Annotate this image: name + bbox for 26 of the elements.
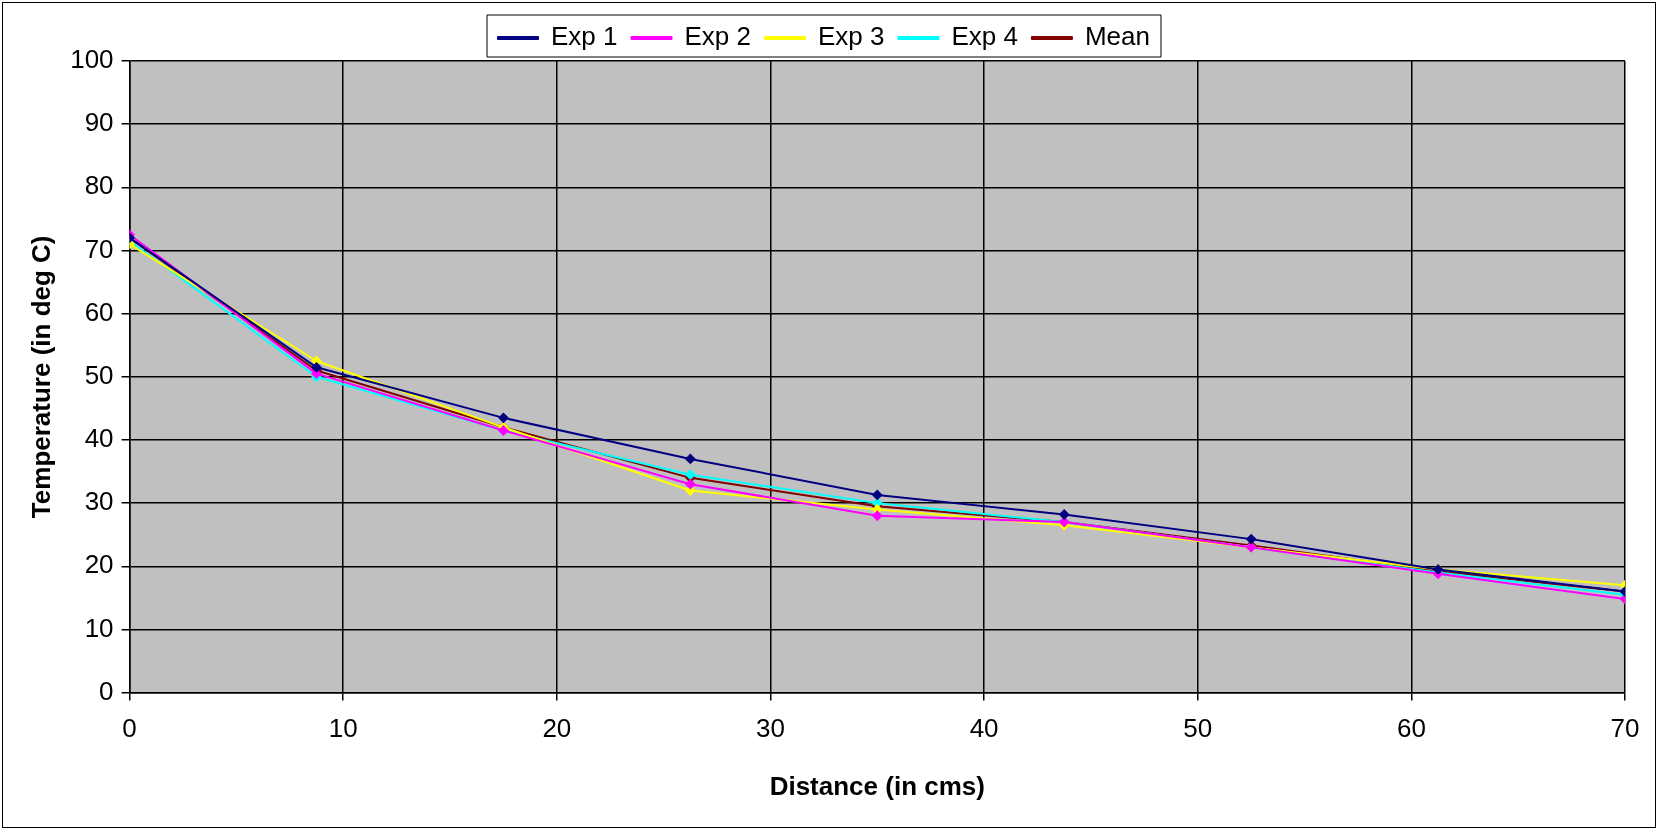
y-tick-label: 90 — [84, 107, 114, 138]
y-tick-label: 20 — [84, 549, 114, 580]
x-tick-label: 10 — [328, 713, 358, 744]
y-tick-label: 0 — [99, 675, 114, 706]
x-tick-label: 0 — [122, 713, 137, 744]
y-axis-title: Temperature (in deg C) — [25, 235, 56, 519]
x-tick-label: 30 — [756, 713, 785, 744]
y-tick-label: 10 — [84, 612, 114, 643]
y-tick-label: 70 — [84, 233, 114, 264]
x-tick-label: 50 — [1183, 713, 1213, 744]
y-tick-label: 40 — [84, 423, 114, 454]
y-tick-label: 30 — [84, 486, 114, 517]
legend-label: Exp 3 — [817, 21, 885, 52]
x-tick-label: 70 — [1610, 713, 1640, 744]
y-tick-label: 60 — [84, 296, 114, 327]
legend-label: Exp 4 — [951, 21, 1018, 52]
y-tick-label: 80 — [84, 170, 114, 201]
x-tick-label: 60 — [1396, 713, 1426, 744]
x-axis-title: Distance (in cms) — [769, 770, 985, 801]
legend-label: Exp 2 — [684, 21, 751, 52]
y-tick-label: 100 — [70, 44, 114, 75]
legend-label: Exp 1 — [551, 21, 618, 52]
x-tick-label: 40 — [969, 713, 999, 744]
x-tick-label: 20 — [542, 713, 572, 744]
legend-label: Mean — [1084, 21, 1150, 52]
y-tick-label: 50 — [84, 359, 114, 390]
